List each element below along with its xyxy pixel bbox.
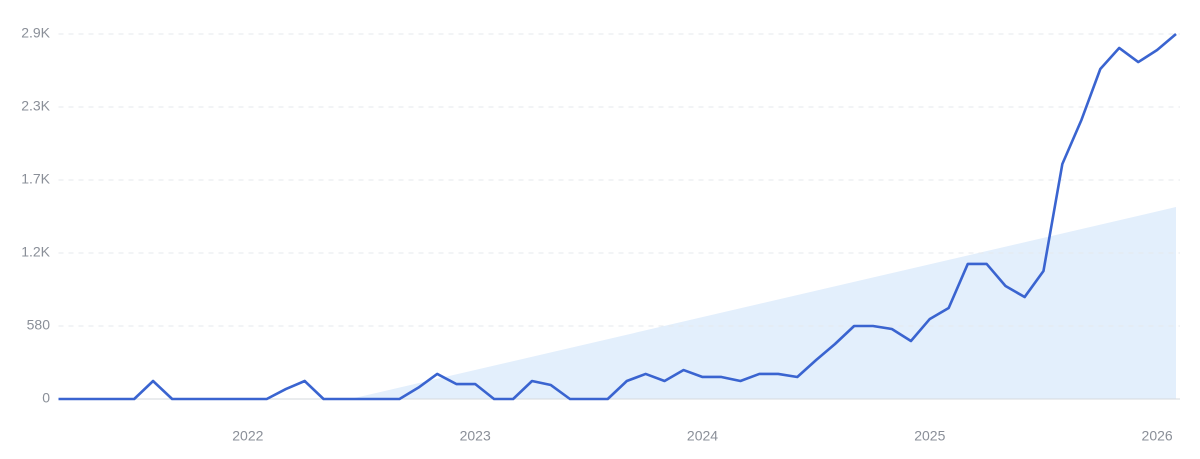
x-tick-label: 2022 <box>232 428 263 444</box>
y-tick-label: 1.2K <box>21 244 50 260</box>
y-tick-label: 1.7K <box>21 171 50 187</box>
x-tick-label: 2025 <box>914 428 945 444</box>
y-tick-label: 580 <box>27 317 51 333</box>
x-tick-label: 2023 <box>460 428 491 444</box>
line <box>58 33 1177 401</box>
y-tick-label: 2.3K <box>21 98 50 114</box>
y-tick-label: 2.9K <box>21 25 50 41</box>
x-tick-label: 2024 <box>687 428 718 444</box>
trend-area <box>350 207 1176 399</box>
x-tick-label: 2026 <box>1142 428 1173 444</box>
y-tick-label: 0 <box>42 390 50 406</box>
